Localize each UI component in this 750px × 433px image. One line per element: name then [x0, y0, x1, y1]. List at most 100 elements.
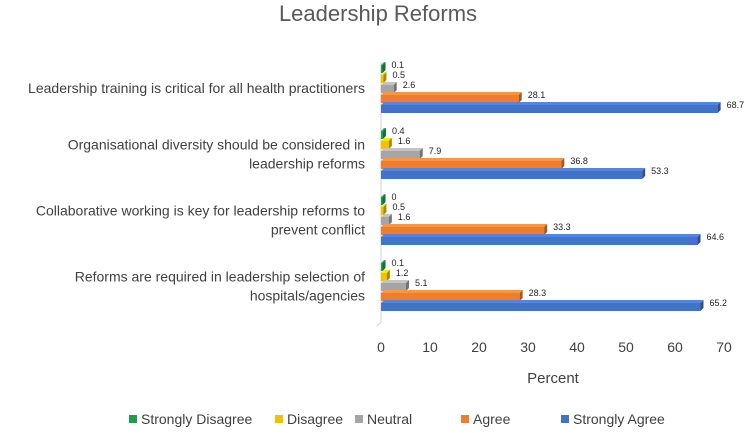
x-tick-label: 40 — [569, 339, 585, 355]
bar-front-face — [381, 303, 701, 311]
bar-side-face — [519, 290, 523, 301]
bar-top-face — [381, 290, 523, 293]
bar-top-face — [381, 168, 646, 171]
legend-item[interactable]: Strongly Disagree — [129, 411, 252, 427]
data-label: 36.8 — [570, 156, 588, 166]
bar — [381, 158, 565, 169]
legend-item[interactable]: Disagree — [275, 411, 343, 427]
x-tick-label: 10 — [422, 339, 438, 355]
bar-side-face — [405, 280, 409, 291]
bar-side-face — [700, 300, 704, 311]
bar-front-face — [381, 207, 384, 215]
bar — [381, 82, 397, 93]
data-label: 0.1 — [392, 60, 405, 70]
bar-side-face — [393, 82, 397, 93]
data-label: 0.1 — [392, 258, 405, 268]
bar-front-face — [381, 237, 698, 245]
data-label: 0.4 — [392, 126, 405, 136]
bar — [381, 194, 386, 205]
legend-label: Agree — [473, 411, 511, 427]
bar — [381, 62, 386, 73]
bar-side-face — [518, 92, 522, 103]
bar-top-face — [381, 224, 548, 227]
legend-item[interactable]: Agree — [461, 411, 511, 427]
x-tick-label: 0 — [377, 339, 385, 355]
bar-top-face — [381, 300, 704, 303]
data-label: 65.2 — [709, 298, 727, 308]
bar-side-face — [382, 260, 386, 271]
bar-top-face — [381, 204, 387, 207]
bar-top-face — [381, 280, 409, 283]
legend-swatch — [275, 415, 283, 423]
bar-front-face — [381, 283, 406, 291]
category-label: prevent conflict — [271, 222, 365, 238]
category-label: Reforms are required in leadership selec… — [75, 269, 365, 285]
x-tick-label: 20 — [471, 339, 487, 355]
data-label: 28.3 — [529, 288, 547, 298]
bar-top-face — [381, 92, 522, 95]
data-label: 64.6 — [707, 232, 725, 242]
bar-side-face — [642, 168, 646, 179]
bar-front-face — [381, 273, 387, 281]
bar-side-face — [382, 194, 386, 205]
data-label: 1.2 — [396, 268, 409, 278]
data-labels-group: 0.10.52.628.168.70.41.67.936.853.300.51.… — [392, 60, 745, 308]
bar — [381, 270, 390, 281]
data-label: 0.5 — [392, 70, 405, 80]
bar-front-face — [381, 105, 718, 113]
bar — [381, 234, 701, 245]
bar — [381, 168, 646, 179]
legend-swatch — [355, 415, 363, 423]
axis-group: 0 10 20 30 40 50 60 70 — [376, 62, 732, 355]
bar-front-face — [381, 85, 394, 93]
bars-group — [381, 62, 721, 311]
legend-item[interactable]: Strongly Agree — [561, 411, 665, 427]
bar-front-face — [381, 227, 545, 235]
bar-side-face — [388, 214, 392, 225]
bar — [381, 204, 387, 215]
category-label: Collaborative working is key for leaders… — [36, 203, 365, 219]
bar-top-face — [381, 234, 701, 237]
bar-front-face — [381, 131, 383, 139]
category-label: Leadership training is critical for all … — [28, 80, 365, 96]
bar — [381, 128, 386, 139]
bar — [381, 260, 386, 271]
bar-front-face — [381, 141, 389, 149]
bar-top-face — [381, 214, 392, 217]
legend-label: Strongly Disagree — [141, 411, 252, 427]
bar-front-face — [381, 65, 383, 73]
legend-label: Disagree — [287, 411, 343, 427]
data-label: 68.7 — [727, 100, 745, 110]
bar-top-face — [381, 128, 386, 131]
bar-front-face — [381, 161, 562, 169]
legend-item[interactable]: Neutral — [355, 411, 412, 427]
bar-front-face — [381, 151, 420, 159]
data-label: 0.5 — [392, 202, 405, 212]
bar-side-face — [382, 128, 386, 139]
bar-front-face — [381, 293, 520, 301]
bar — [381, 280, 409, 291]
legend-label: Neutral — [367, 411, 412, 427]
x-tick-label: 70 — [716, 339, 732, 355]
bar-front-face — [381, 75, 384, 83]
bar-side-face — [383, 204, 387, 215]
legend[interactable]: Strongly Disagree Disagree Neutral Agree Str… — [129, 411, 665, 427]
data-label: 2.6 — [403, 80, 416, 90]
bar-side-face — [386, 270, 390, 281]
bar — [381, 72, 387, 83]
data-label: 1.6 — [398, 136, 411, 146]
bar-top-face — [381, 158, 565, 161]
bar-side-face — [383, 72, 387, 83]
bar-top-face — [381, 194, 386, 197]
bar-front-face — [381, 263, 383, 271]
bar-side-face — [382, 62, 386, 73]
category-label: leadership reforms — [249, 156, 365, 172]
bar-top-face — [381, 138, 392, 141]
category-labels-group: Leadership training is critical for all … — [28, 80, 365, 304]
bar-top-face — [381, 270, 390, 273]
category-label: hospitals/agencies — [250, 288, 365, 304]
legend-label: Strongly Agree — [573, 411, 665, 427]
bar — [381, 92, 522, 103]
x-tick-label: 30 — [520, 339, 536, 355]
